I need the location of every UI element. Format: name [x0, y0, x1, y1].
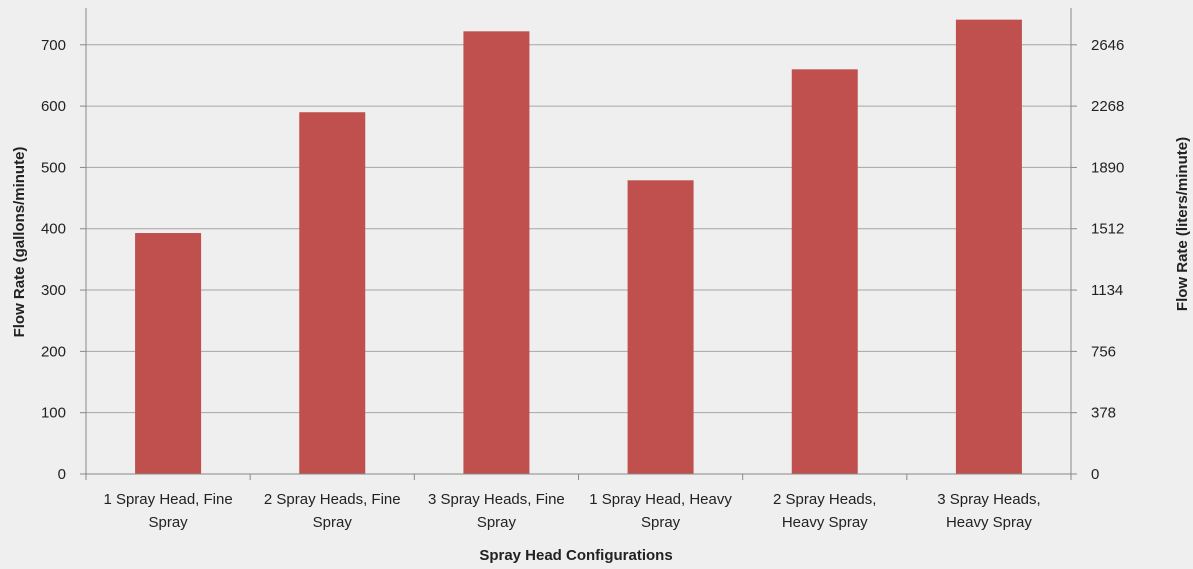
bar — [627, 180, 694, 474]
bar — [955, 19, 1022, 475]
y-tick-label-left: 500 — [41, 159, 66, 176]
y-axis-left-ticks: 0 100 200 300 400 500 600 700 — [41, 37, 66, 483]
y-tick-label-left: 400 — [41, 221, 66, 238]
y-tick-label-right: 378 — [1091, 405, 1116, 422]
bar — [463, 31, 530, 475]
y-tick-label-left: 200 — [41, 343, 66, 360]
x-tick-label: 2 Spray Heads, Fine Spray — [264, 491, 401, 531]
x-tick-label: 1 Spray Head, Heavy Spray — [589, 491, 732, 531]
x-tick-label: 3 Spray Heads, Heavy Spray — [937, 491, 1040, 531]
y-tick-label-left: 300 — [41, 282, 66, 299]
y-tick-label-right: 2646 — [1091, 37, 1124, 54]
y-tick-label-right: 2268 — [1091, 98, 1124, 115]
y-tick-label-right: 1890 — [1091, 159, 1124, 176]
y-tick-label-right: 1512 — [1091, 221, 1124, 238]
bars — [135, 19, 1022, 475]
y-axis-right-ticks: 0 378 756 1134 1512 1890 2268 2646 — [1091, 37, 1124, 483]
y-tick-label-right: 0 — [1091, 466, 1099, 483]
x-tick-label: 2 Spray Heads, Heavy Spray — [773, 491, 876, 531]
x-axis-title: Spray Head Configurations — [479, 547, 672, 564]
x-tick-label: 1 Spray Head, Fine Spray — [103, 491, 232, 531]
x-tick-label: 3 Spray Heads, Fine Spray — [428, 491, 565, 531]
y-tick-label-right: 756 — [1091, 343, 1116, 360]
bar — [791, 69, 858, 474]
bar — [135, 233, 202, 474]
y-tick-label-right: 1134 — [1091, 282, 1123, 299]
y-tick-label-left: 700 — [41, 37, 66, 54]
y-tick-label-left: 100 — [41, 405, 66, 422]
x-axis-ticks: 1 Spray Head, Fine Spray 2 Spray Heads, Fi… — [103, 491, 1040, 531]
y-axis-right-title: Flow Rate (liters/minute) — [1174, 137, 1191, 311]
y-tick-label-left: 0 — [58, 466, 66, 483]
y-axis-left-title: Flow Rate (gallons/minute) — [11, 147, 28, 338]
bar — [299, 112, 366, 474]
gridlines — [86, 44, 1071, 414]
y-tick-label-left: 600 — [41, 98, 66, 115]
axes — [80, 8, 1077, 480]
